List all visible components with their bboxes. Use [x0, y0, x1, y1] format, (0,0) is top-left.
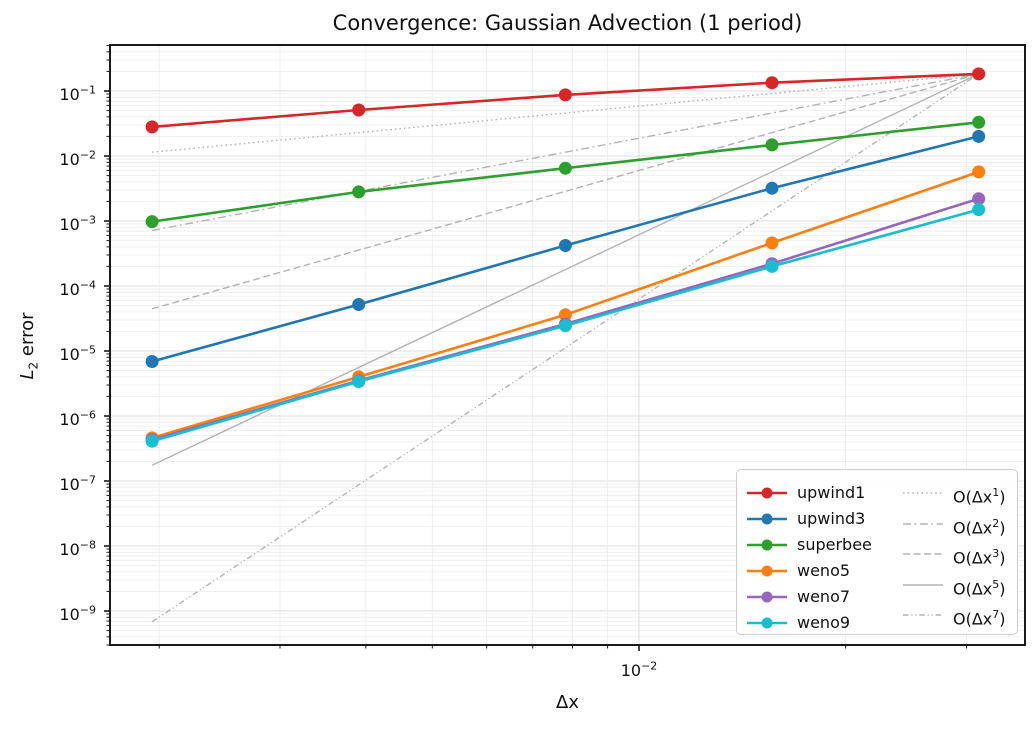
y-tick-label-1e-2: 10−2	[59, 149, 96, 170]
marker-upwind1	[558, 88, 572, 102]
marker-weno9	[145, 434, 159, 448]
legend-line-marker-sample	[747, 539, 787, 551]
marker-weno9	[352, 375, 366, 388]
marker-superbee	[145, 215, 159, 229]
marker-upwind3	[558, 239, 572, 252]
y-tick-label-1e-9: 10−9	[59, 604, 96, 625]
legend-line-marker-sample	[747, 565, 787, 577]
legend-label-weno7: weno7	[797, 587, 851, 606]
reference-line-order-1	[152, 73, 979, 153]
legend-line-marker-sample	[747, 487, 787, 499]
reference-line-order-7	[151, 73, 980, 623]
legend-ref-line-sample	[903, 614, 943, 616]
legend-label-weno9: weno9	[797, 613, 851, 632]
y-tick-label-1e-8: 10−8	[59, 539, 96, 560]
legend-label-ref-order-2: O(Δx2)	[953, 516, 1006, 537]
series-line-weno5	[151, 170, 980, 440]
legend-ref-line-sample	[903, 522, 943, 525]
marker-weno5	[972, 165, 986, 179]
marker-weno9	[972, 203, 986, 217]
axes-spines	[109, 44, 1026, 646]
reference-line-order-3	[151, 73, 979, 310]
y-tick-label-1e-6: 10−6	[59, 409, 96, 430]
marker-weno9	[765, 259, 779, 273]
marker-upwind3	[352, 298, 366, 311]
marker-superbee	[558, 161, 572, 175]
legend-line-marker-sample	[747, 617, 787, 629]
marker-superbee	[352, 185, 366, 199]
marker-upwind3	[145, 355, 159, 368]
x-tick-label-1e-2: 10−2	[620, 660, 658, 681]
marker-superbee	[972, 115, 986, 129]
marker-upwind3	[972, 129, 986, 143]
marker-weno5	[558, 308, 572, 322]
legend-label-superbee: superbee	[797, 535, 872, 554]
marker-weno7	[972, 192, 986, 206]
legend-label-ref-order-5: O(Δx5)	[953, 577, 1006, 598]
legend-ref-line-sample	[903, 492, 943, 494]
legend-label-ref-order-7: O(Δx7)	[953, 608, 1006, 629]
marker-upwind1	[765, 76, 779, 90]
marker-superbee	[765, 138, 779, 152]
y-axis-label-variable: L	[17, 369, 38, 380]
legend-ref-line-sample	[903, 583, 943, 586]
legend-label-ref-order-1: O(Δx1)	[953, 486, 1006, 507]
legend-label-upwind3: upwind3	[797, 509, 866, 528]
legend-label-weno5: weno5	[797, 561, 851, 580]
y-tick-label-1e-5: 10−5	[59, 344, 96, 365]
marker-upwind1	[972, 67, 986, 81]
y-tick-label-1e-1: 10−1	[59, 84, 96, 105]
marker-upwind1	[145, 120, 159, 134]
legend-line-marker-sample	[747, 591, 787, 603]
y-tick-label-1e-7: 10−7	[59, 474, 96, 495]
legend: upwind1 upwind3 superbee weno5 weno7 weno9 O(Δ…	[736, 469, 1018, 635]
legend-line-marker-sample	[747, 513, 787, 525]
legend-label-ref-order-3: O(Δx3)	[953, 547, 1006, 568]
marker-weno9	[558, 319, 572, 333]
y-tick-label-1e-3: 10−3	[59, 214, 96, 235]
marker-upwind3	[765, 181, 779, 195]
chart-title: Convergence: Gaussian Advection (1 perio…	[332, 11, 803, 35]
legend-ref-line-sample	[903, 553, 943, 555]
reference-line-order-2	[151, 73, 979, 232]
marker-weno5	[765, 236, 779, 250]
y-axis-label-subscript: 2	[26, 361, 41, 370]
legend-label-upwind1: upwind1	[797, 483, 866, 502]
marker-upwind1	[352, 103, 366, 117]
x-axis-label: Δx	[556, 692, 579, 713]
y-tick-label-1e-4: 10−4	[59, 279, 96, 300]
